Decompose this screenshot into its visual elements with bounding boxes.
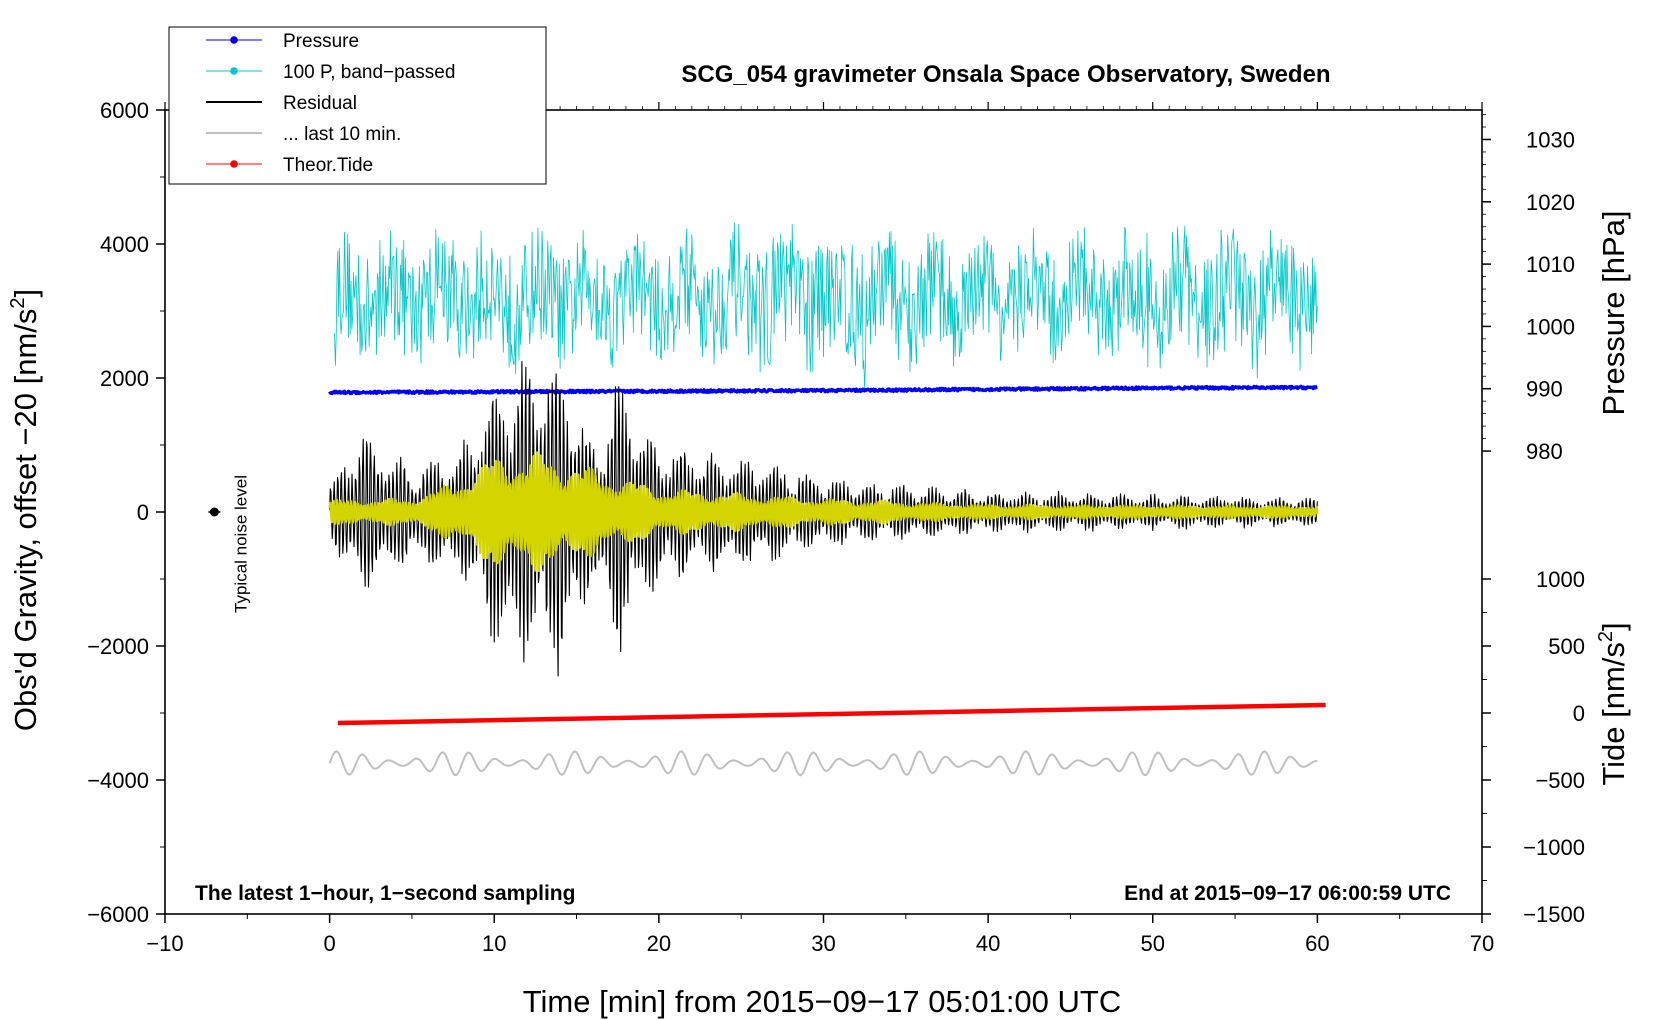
series-residual (329, 361, 1318, 677)
x-tick-label: −10 (146, 931, 183, 956)
y-left-tick-label: 4000 (100, 232, 149, 257)
y-left-tick-label: 6000 (100, 98, 149, 123)
annotation-bottom-right: End at 2015−09−17 06:00:59 UTC (1124, 882, 1451, 905)
series-last-10-min (328, 750, 1318, 777)
legend-entry-100-p-band-passed: 100 P, band−passed (206, 62, 455, 83)
series-100-p-band-passed (334, 222, 1318, 391)
legend-entry-pressure: Pressure (206, 31, 359, 52)
y-left-tick-label: 2000 (100, 366, 149, 391)
y-axis-label-tide-text: Tide [nm/s (1596, 642, 1631, 786)
x-tick-label: 0 (324, 931, 336, 956)
y-left-tick-label: 0 (137, 500, 149, 525)
axis-layer: −10 0 10 20 30 40 50 60 706000400020000−2000−400… (87, 98, 1585, 956)
y-axis-label-left: Obs'd Gravity, offset −20 [nm/s2] (7, 289, 43, 731)
tide-tick-label: −1500 (1523, 902, 1585, 927)
legend-box (168, 26, 547, 185)
legend-label: 100 P, band−passed (283, 62, 455, 83)
y-left-tick-label: −4000 (87, 768, 149, 793)
pressure-tick-label: 1020 (1526, 190, 1575, 215)
legend-marker (230, 36, 238, 44)
legend-entry-last-10-min: ... last 10 min. (206, 124, 401, 145)
tide-tick-label: 0 (1573, 701, 1585, 726)
pressure-tick-label: 1010 (1526, 252, 1575, 277)
noise-level-point (209, 507, 219, 517)
pressure-tick-label: 1000 (1526, 314, 1575, 339)
x-tick-label: 40 (976, 931, 1000, 956)
noise-marker: Typical noise level (208, 475, 250, 613)
x-tick-label: 20 (647, 931, 671, 956)
legend-marker (230, 160, 238, 168)
y-left-tick-label: −6000 (87, 902, 149, 927)
y-axis-label-left-sup: 2 (7, 297, 29, 308)
y-axis-label-left-text: Obs'd Gravity, offset −20 [nm/s (8, 309, 43, 732)
y-axis-label-tide-sup: 2 (1595, 631, 1617, 642)
y-left-tick-label: −2000 (87, 634, 149, 659)
y-axis-label-left-close: ] (8, 289, 43, 298)
x-tick-label: 70 (1470, 931, 1494, 956)
tide-tick-label: −1000 (1523, 835, 1585, 860)
legend-label: Pressure (283, 31, 359, 52)
x-axis-label: Time [min] from 2015−09−17 05:01:00 UTC (523, 984, 1122, 1019)
tide-tick-label: 1000 (1536, 567, 1585, 592)
y-axis-label-tide: Tide [nm/s2] (1595, 622, 1631, 785)
y-axis-label-tide-close: ] (1596, 622, 1631, 631)
legend-label: Theor.Tide (283, 155, 373, 176)
series-theor-tide (337, 702, 1326, 726)
pressure-tick-label: 980 (1526, 439, 1563, 464)
y-axis-label-pressure: Pressure [hPa] (1596, 210, 1631, 415)
legend-label: ... last 10 min. (283, 124, 401, 145)
series-layer (328, 222, 1326, 777)
x-tick-label: 60 (1305, 931, 1329, 956)
pressure-tick-label: 1030 (1526, 127, 1575, 152)
noise-level-label: Typical noise level (231, 475, 250, 613)
pressure-tick-label: 990 (1526, 377, 1563, 402)
annotation-bottom-left: The latest 1−hour, 1−second sampling (195, 882, 575, 905)
legend-label: Residual (283, 93, 357, 114)
series-pressure (328, 384, 1319, 396)
x-tick-label: 50 (1141, 931, 1165, 956)
chart-title: SCG_054 gravimeter Onsala Space Observat… (681, 61, 1330, 88)
series-smoothed-residual (328, 451, 1319, 573)
x-tick-label: 10 (482, 931, 506, 956)
tide-tick-label: −500 (1535, 768, 1585, 793)
tide-tick-label: 500 (1548, 634, 1585, 659)
x-tick-label: 30 (811, 931, 835, 956)
legend-entry-residual: Residual (206, 93, 357, 114)
legend-marker (230, 67, 238, 75)
legend: Pressure 100 P, band−passed Residual ... la… (168, 26, 547, 185)
legend-entry-theor-tide: Theor.Tide (206, 155, 373, 176)
